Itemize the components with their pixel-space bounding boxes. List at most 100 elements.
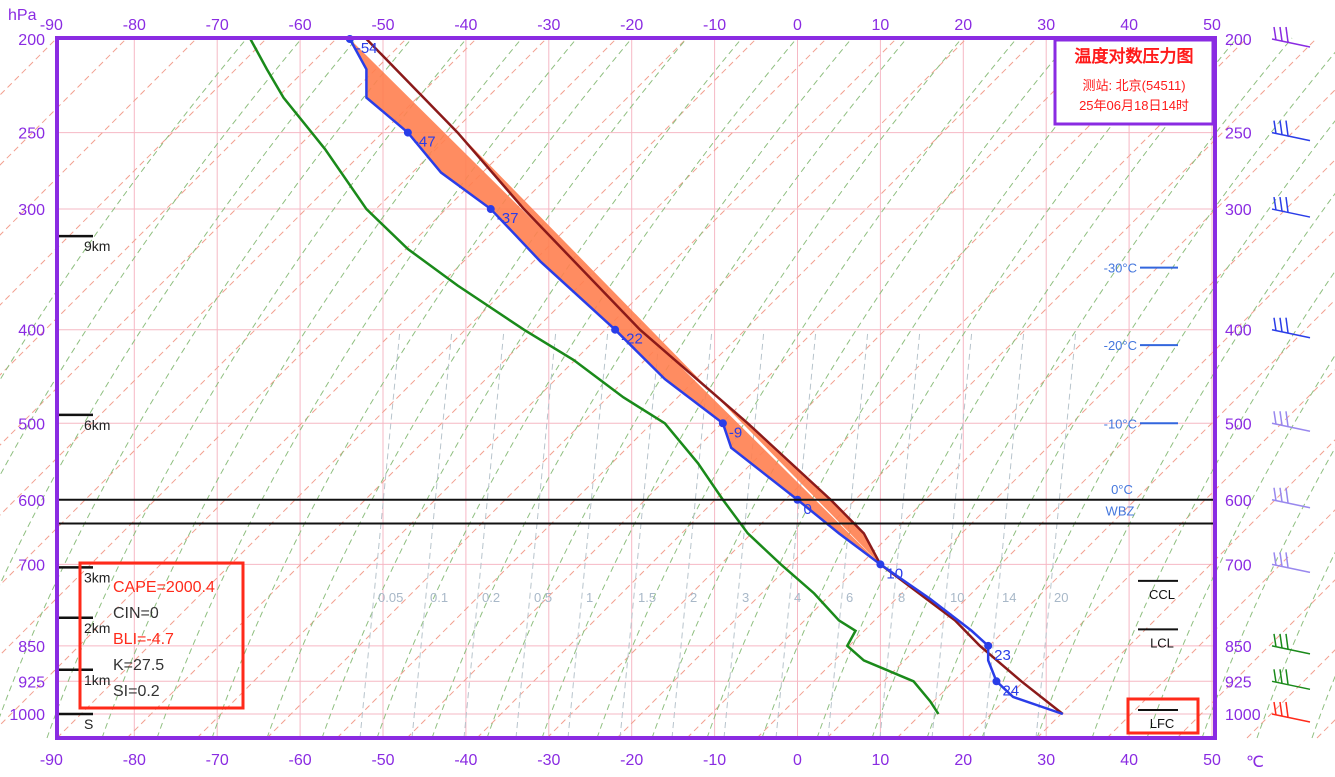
wind-barb-flag xyxy=(1273,120,1277,134)
moist-adiabat xyxy=(486,37,908,739)
dry-adiabat xyxy=(1036,439,1335,739)
x-tick-label-top: -20 xyxy=(620,17,643,34)
dry-adiabat xyxy=(0,37,408,446)
pressure-tick-label-right: 850 xyxy=(1225,639,1252,656)
dry-adiabat xyxy=(0,37,618,656)
level-marker-label: CCL xyxy=(1149,587,1175,602)
moist-adiabat xyxy=(596,37,1018,739)
chart-title: 温度对数压力图 xyxy=(1075,46,1194,66)
pressure-tick-label-right: 250 xyxy=(1225,126,1252,143)
x-tick-label-bottom: -20 xyxy=(620,752,643,769)
wbz-label: WBZ xyxy=(1106,504,1135,519)
index-value: K=27.5 xyxy=(113,657,164,674)
pressure-tick-label-right: 600 xyxy=(1225,493,1252,510)
temperature-point xyxy=(403,128,412,137)
x-tick-label-top: -90 xyxy=(40,17,63,34)
mixing-ratio-line xyxy=(931,329,973,739)
dry-adiabat xyxy=(966,369,1335,739)
dry-adiabat xyxy=(0,37,198,236)
height-marker-label: 6km xyxy=(84,417,110,433)
wind-barb-flag xyxy=(1279,120,1283,135)
dewpoint-curve xyxy=(249,38,940,715)
moist-adiabat xyxy=(211,37,633,739)
moist-adiabat xyxy=(1311,675,1335,739)
wind-barb-flag xyxy=(1285,120,1289,136)
x-tick-label-bottom: -80 xyxy=(123,752,146,769)
wind-barb-flag xyxy=(1279,552,1283,567)
moist-adiabat xyxy=(871,37,1293,739)
x-tick-label-top: -30 xyxy=(537,17,560,34)
mixing-ratio-label: 14 xyxy=(1002,590,1016,605)
temperature-value-label: 0 xyxy=(804,501,812,518)
mixing-ratio-line xyxy=(723,329,765,739)
mixing-ratio-label: 2 xyxy=(690,590,697,605)
wind-barb-flag xyxy=(1285,26,1289,43)
pressure-tick-label-right: 200 xyxy=(1225,32,1252,49)
mixing-ratio-line xyxy=(515,329,557,739)
temperature-point xyxy=(718,419,727,428)
mixing-ratio-label: 3 xyxy=(742,590,749,605)
wind-barbs-layer xyxy=(1271,26,1311,723)
moist-adiabat xyxy=(1091,270,1335,739)
temperature-point xyxy=(611,325,620,334)
wind-barb-flag xyxy=(1273,633,1277,647)
profile-lines-layer xyxy=(249,38,1064,716)
axes-layer: -90-90-80-80-70-70-60-60-50-50-40-40-30-… xyxy=(9,17,1260,769)
moist-adiabat xyxy=(0,37,413,718)
mixing-ratio-label: 0.2 xyxy=(482,590,500,605)
x-tick-label-top: -70 xyxy=(206,17,229,34)
x-tick-label-bottom: 20 xyxy=(954,752,972,769)
mixing-ratio-label: 4 xyxy=(794,590,801,605)
x-tick-label-top: 40 xyxy=(1120,17,1138,34)
wind-barb-staff xyxy=(1271,680,1311,691)
moist-adiabat xyxy=(0,37,303,477)
x-tick-label-bottom: -30 xyxy=(537,752,560,769)
wind-barb-staff xyxy=(1271,563,1311,574)
height-marker-label: S xyxy=(84,716,93,732)
moist-adiabat xyxy=(321,37,743,739)
temperature-value-label: -37 xyxy=(497,210,519,227)
moist-adiabat xyxy=(376,37,798,739)
dry-adiabat xyxy=(56,37,758,739)
title-box: 温度对数压力图 测站: 北京(54511) 25年06月18日14时 xyxy=(1053,38,1215,126)
dry-adiabat xyxy=(896,299,1335,739)
mixing-ratio-line xyxy=(983,329,1025,739)
dry-adiabat xyxy=(0,37,128,166)
index-value: CIN=0 xyxy=(113,605,159,622)
height-marker-label: 3km xyxy=(84,569,110,585)
x-tick-label-top: 30 xyxy=(1037,17,1055,34)
wind-barb-staff xyxy=(1271,38,1311,48)
wind-barb-flag xyxy=(1273,26,1277,41)
adiabat-layer xyxy=(0,37,1335,739)
x-tick-label-top: -60 xyxy=(289,17,312,34)
wind-barb-flag xyxy=(1279,669,1283,684)
wind-barb-staff xyxy=(1271,131,1311,142)
wind-barb-staff xyxy=(1271,208,1311,218)
mixing-ratio-line xyxy=(411,329,453,739)
isotherm-marker-label: -30°C xyxy=(1104,261,1137,276)
pressure-tick-label-left: 250 xyxy=(18,126,45,143)
mixing-ratio-label: 1 xyxy=(586,590,593,605)
pressure-tick-label-right: 1000 xyxy=(1225,707,1261,724)
mixing-ratio-line xyxy=(463,329,505,739)
x-tick-label-bottom: 50 xyxy=(1203,752,1221,769)
wind-barb-flag xyxy=(1273,487,1277,501)
marker-layer: -54-47-37-22-901023240°CWBZ-30°C-20°C-10… xyxy=(57,35,1215,732)
moist-adiabat xyxy=(816,37,1238,739)
x-tick-label-top: -40 xyxy=(454,17,477,34)
pressure-tick-label-left: 700 xyxy=(18,557,45,574)
index-value: CAPE=2000.4 xyxy=(113,579,215,596)
pressure-tick-label-left: 600 xyxy=(18,493,45,510)
pressure-tick-label-left: 925 xyxy=(18,674,45,691)
x-tick-label-bottom: -60 xyxy=(289,752,312,769)
temperature-value-label: -9 xyxy=(729,424,742,441)
temperature-value-label: 10 xyxy=(886,565,903,582)
mixing-ratio-line xyxy=(775,329,817,739)
x-tick-label-bottom: -90 xyxy=(40,752,63,769)
y-unit-label: hPa xyxy=(8,7,37,24)
pressure-tick-label-right: 925 xyxy=(1225,674,1252,691)
level-marker-label: LCL xyxy=(1150,635,1174,650)
moist-adiabat xyxy=(1201,447,1335,739)
lfc-highlight-box xyxy=(1126,697,1200,735)
